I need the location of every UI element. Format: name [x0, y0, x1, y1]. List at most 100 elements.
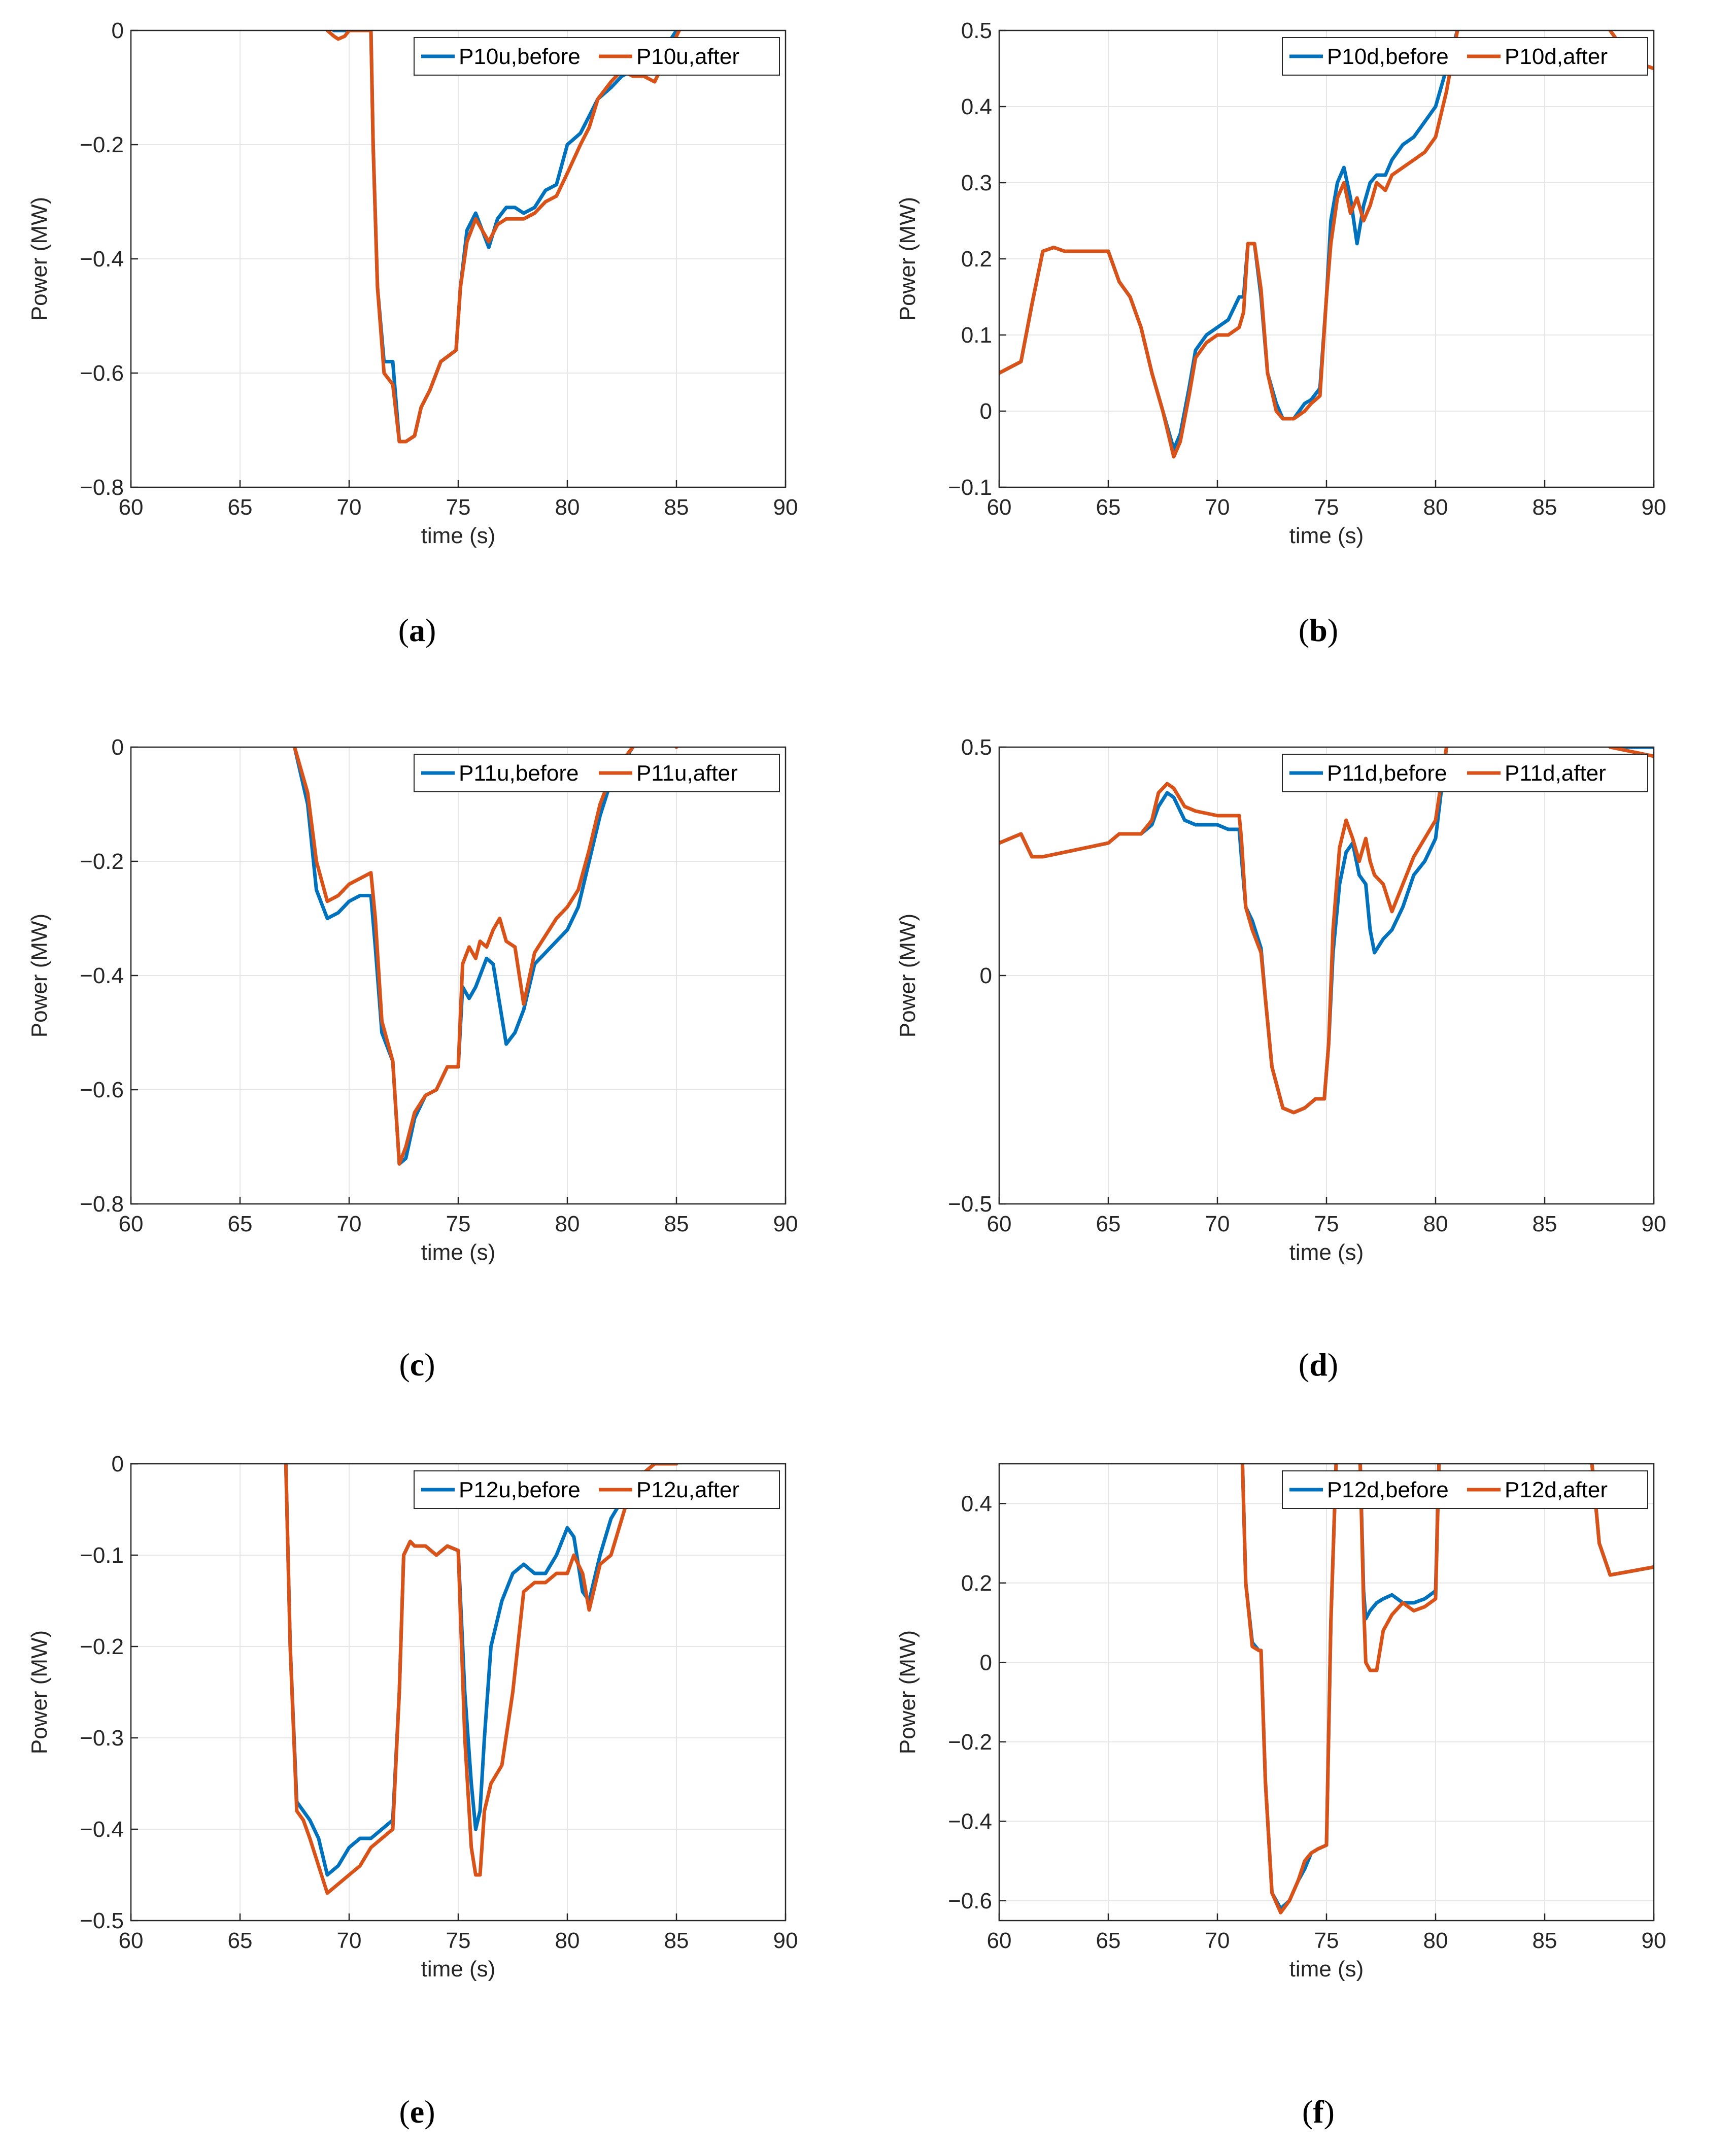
- chart-c-xtick-label: 75: [446, 1212, 471, 1236]
- chart-e-series-after-line: [284, 1464, 678, 1895]
- chart-f-ytick-label: −0.2: [948, 1730, 992, 1755]
- chart-b-ytick-label: 0: [980, 399, 992, 424]
- chart-b-xtick-label: 60: [987, 495, 1012, 520]
- chart-e-xtick-label: 60: [119, 1928, 144, 1953]
- chart-f-xtick-label: 85: [1533, 1928, 1557, 1953]
- chart-e-xtick-label: 90: [773, 1928, 798, 1953]
- chart-c-xtick-label: 60: [119, 1212, 144, 1236]
- chart-b-legend-label-after: P10d,after: [1505, 44, 1608, 69]
- chart-a-xtick-label: 85: [664, 495, 689, 520]
- chart-d-ytick-label: 0.5: [961, 735, 992, 760]
- chart-b-xtick-label: 70: [1205, 495, 1230, 520]
- chart-panel-a: 60 65 70 75 80 85 90 0 −0.2 −0.4 −0.6 −0.8 time (s) P…: [0, 0, 868, 717]
- chart-c-ytick-label: 0: [112, 735, 124, 760]
- chart-e-ylabel: Power (MW): [27, 1630, 52, 1754]
- chart-a-legend-box: [414, 37, 780, 76]
- chart-c-series-after-line: [293, 747, 678, 1166]
- chart-d-legend-label-before: P11d,before: [1327, 761, 1447, 786]
- chart-c-ytick-label: −0.6: [80, 1078, 124, 1102]
- chart-b-xtick-label: 65: [1096, 495, 1121, 520]
- chart-a-ytick-label: −0.2: [80, 132, 124, 157]
- chart-e-ytick-label: −0.4: [80, 1817, 124, 1842]
- chart-e-xtick-label: 85: [664, 1928, 689, 1953]
- chart-e-xtick-label: 75: [446, 1928, 471, 1953]
- chart-f-series-group: [1240, 1464, 1654, 1914]
- caption-a: (a): [398, 612, 436, 648]
- chart-c-series-before-line: [293, 747, 678, 1166]
- chart-panel-b: 60 65 70 75 80 85 90 0.5 0.4 0.3 0.2 0.1 0 −0.1 time (…: [868, 0, 1736, 717]
- chart-b-ytick-label: 0.5: [961, 18, 992, 43]
- chart-b-ylabel: Power (MW): [895, 197, 920, 321]
- chart-a-xtick-label: 90: [773, 495, 798, 520]
- chart-a-ylabel: Power (MW): [27, 197, 52, 321]
- chart-a-svg: 60 65 70 75 80 85 90 0 −0.2 −0.4 −0.6 −0.8 time (s) P…: [27, 18, 798, 548]
- chart-d-svg: 60 65 70 75 80 85 90 0.5 0 −0.5 time (s) Power (MW)…: [895, 735, 1666, 1265]
- chart-a-series-after-line: [325, 30, 682, 444]
- chart-f-ytick-label: −0.4: [948, 1809, 992, 1834]
- chart-d-series-group: [999, 747, 1654, 1115]
- chart-e-xlabel: time (s): [421, 1957, 496, 1981]
- chart-b-legend-box: [1282, 37, 1648, 76]
- chart-e-series-group: [284, 1464, 678, 1895]
- chart-c-xtick-label: 70: [337, 1212, 362, 1236]
- chart-b-xlabel: time (s): [1289, 523, 1364, 548]
- caption-f: (f): [1302, 2094, 1335, 2130]
- chart-f-legend-label-after: P12d,after: [1505, 1477, 1608, 1502]
- chart-d-xtick-label: 75: [1314, 1212, 1339, 1236]
- chart-f-xtick-label: 80: [1423, 1928, 1448, 1953]
- chart-c-ytick-label: −0.8: [80, 1192, 124, 1217]
- chart-c-ytick-label: −0.4: [80, 963, 124, 988]
- chart-panel-c: 60 65 70 75 80 85 90 0 −0.2 −0.4 −0.6 −0.8 time (s) P…: [0, 717, 868, 1433]
- chart-c-ytick-label: −0.2: [80, 849, 124, 874]
- chart-a-xtick-label: 65: [228, 495, 253, 520]
- chart-e-legend-box: [414, 1470, 780, 1509]
- chart-e-legend-label-before: P12u,before: [459, 1477, 581, 1502]
- chart-c-ylabel: Power (MW): [27, 914, 52, 1037]
- chart-c-legend-label-after: P11u,after: [636, 761, 738, 786]
- chart-f-legend-box: [1282, 1470, 1648, 1509]
- chart-d-xtick-label: 60: [987, 1212, 1012, 1236]
- chart-e-legend-label-after: P12u,after: [636, 1477, 739, 1502]
- chart-f-ylabel: Power (MW): [895, 1630, 920, 1754]
- chart-c-xlabel: time (s): [421, 1240, 496, 1265]
- chart-d-xtick-label: 85: [1533, 1212, 1557, 1236]
- chart-c-legend-box: [414, 754, 780, 792]
- chart-f-ytick-label: 0.4: [961, 1491, 992, 1516]
- chart-b-series-after-line: [999, 30, 1654, 459]
- chart-f-xtick-label: 65: [1096, 1928, 1121, 1953]
- chart-f-series-after-line: [1240, 1464, 1654, 1914]
- chart-d-ytick-label: −0.5: [948, 1192, 992, 1217]
- chart-e-xtick-label: 80: [555, 1928, 580, 1953]
- chart-f-xtick-label: 75: [1314, 1928, 1339, 1953]
- chart-c-xtick-label: 85: [664, 1212, 689, 1236]
- chart-b-ytick-label: −0.1: [948, 475, 992, 500]
- chart-a-xtick-label: 80: [555, 495, 580, 520]
- caption-c: (c): [399, 1347, 435, 1383]
- chart-b-xtick-label: 85: [1533, 495, 1557, 520]
- chart-f-ytick-label: −0.6: [948, 1889, 992, 1913]
- chart-e-xtick-label: 65: [228, 1928, 253, 1953]
- caption-e: (e): [399, 2094, 435, 2130]
- chart-d-xtick-label: 80: [1423, 1212, 1448, 1236]
- chart-c-xtick-label: 80: [555, 1212, 580, 1236]
- chart-b-xtick-label: 90: [1642, 495, 1666, 520]
- chart-c-xtick-label: 90: [773, 1212, 798, 1236]
- chart-a-xlabel: time (s): [421, 523, 496, 548]
- chart-f-legend-label-before: P12d,before: [1327, 1477, 1449, 1502]
- chart-d-legend-label-after: P11d,after: [1505, 761, 1606, 786]
- chart-e-ytick-label: 0: [112, 1452, 124, 1476]
- chart-c-legend-label-before: P11u,before: [459, 761, 578, 786]
- chart-f-xtick-label: 70: [1205, 1928, 1230, 1953]
- chart-b-series-group: [999, 30, 1654, 459]
- chart-c-svg: 60 65 70 75 80 85 90 0 −0.2 −0.4 −0.6 −0.8 time (s) P…: [27, 735, 798, 1265]
- chart-a-xtick-label: 75: [446, 495, 471, 520]
- chart-d-xtick-label: 65: [1096, 1212, 1121, 1236]
- chart-f-xtick-label: 60: [987, 1928, 1012, 1953]
- chart-a-xtick-label: 60: [119, 495, 144, 520]
- chart-a-xtick-label: 70: [337, 495, 362, 520]
- chart-f-ytick-label: 0: [980, 1650, 992, 1675]
- chart-f-xtick-label: 90: [1642, 1928, 1666, 1953]
- chart-b-ytick-label: 0.2: [961, 247, 992, 272]
- chart-panel-d: 60 65 70 75 80 85 90 0.5 0 −0.5 time (s) Power (MW)…: [868, 717, 1736, 1433]
- chart-d-xlabel: time (s): [1289, 1240, 1364, 1265]
